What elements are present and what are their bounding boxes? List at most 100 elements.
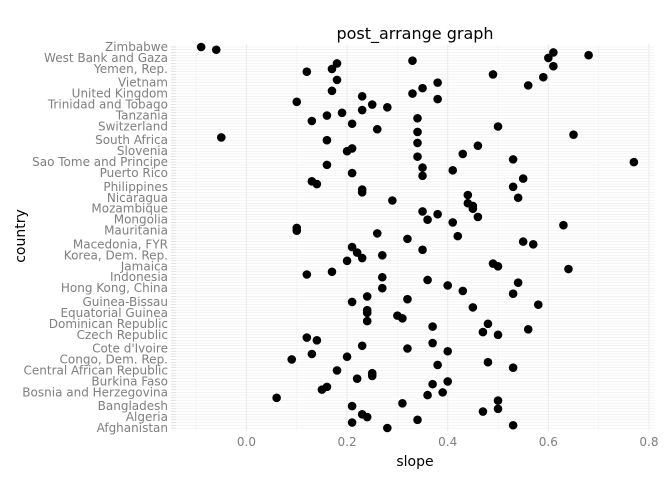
data-point <box>347 297 357 307</box>
x-tick-label: 0.4 <box>438 435 457 449</box>
x-tick-label: 0.2 <box>338 435 357 449</box>
data-point <box>367 368 377 378</box>
data-point <box>508 363 518 372</box>
data-point <box>377 272 387 282</box>
data-point <box>569 130 578 140</box>
data-point <box>302 270 312 279</box>
data-point <box>322 160 332 170</box>
data-point <box>518 174 528 183</box>
data-point <box>539 72 548 82</box>
data-point <box>388 196 397 205</box>
data-point <box>322 135 332 145</box>
data-point <box>287 355 297 364</box>
x-tick-label: 0.6 <box>539 435 558 449</box>
data-point <box>438 388 447 397</box>
data-point <box>352 248 362 257</box>
data-point <box>629 157 639 167</box>
data-point <box>347 144 357 153</box>
data-point <box>559 220 568 230</box>
data-point <box>332 75 342 85</box>
data-point <box>362 292 372 301</box>
data-point <box>342 352 352 362</box>
y-tick-label: Switzerland <box>98 119 168 133</box>
y-tick-label: Bosnia and Herzegovina <box>22 385 168 399</box>
data-point <box>327 267 337 277</box>
data-point <box>483 319 493 329</box>
data-point <box>408 89 417 98</box>
data-point <box>322 382 332 392</box>
y-tick-label: Czech Republic <box>77 328 168 342</box>
data-point <box>413 415 422 425</box>
data-point <box>196 42 206 52</box>
data-point <box>347 418 357 427</box>
data-point <box>428 322 437 331</box>
data-point <box>362 305 372 315</box>
data-point <box>453 231 463 241</box>
data-point <box>403 344 412 353</box>
data-point <box>508 155 518 164</box>
data-point <box>302 333 312 342</box>
data-point <box>423 215 432 224</box>
y-axis-title: country <box>13 209 29 263</box>
y-tick-label: South Africa <box>95 133 168 147</box>
data-point <box>433 360 442 370</box>
data-point <box>357 92 367 101</box>
data-point <box>312 335 322 345</box>
y-tick-label: Mozambique <box>91 202 168 216</box>
data-point <box>307 177 317 186</box>
data-point <box>342 256 352 266</box>
data-point <box>347 119 357 129</box>
data-point <box>347 242 357 252</box>
y-tick-label: Indonesia <box>110 270 168 284</box>
data-point <box>549 48 558 57</box>
data-point <box>478 327 488 337</box>
data-point <box>211 45 221 55</box>
y-tick-label: Sao Tome and Principe <box>32 155 168 169</box>
data-point <box>433 78 442 87</box>
data-point <box>483 357 493 367</box>
data-point <box>347 168 357 178</box>
data-point <box>513 193 523 203</box>
data-point <box>307 116 317 126</box>
data-point <box>367 100 377 109</box>
data-point <box>357 185 367 194</box>
data-point <box>377 251 387 260</box>
y-tick-label: Bangladesh <box>98 399 168 413</box>
data-point <box>292 97 302 107</box>
data-point <box>493 396 503 405</box>
y-tick-label: Burkina Faso <box>91 374 168 388</box>
data-point <box>307 349 317 359</box>
data-point <box>584 50 593 60</box>
data-point <box>383 423 392 433</box>
y-tick-label: Slovenia <box>117 144 168 158</box>
data-point <box>418 83 427 93</box>
data-point <box>403 234 412 244</box>
data-point <box>473 141 483 150</box>
data-point <box>443 281 453 290</box>
data-point <box>518 237 528 246</box>
data-points <box>196 42 639 433</box>
data-point <box>508 182 518 192</box>
data-point <box>332 366 342 375</box>
data-point <box>302 67 312 76</box>
y-tick-label: Jamaica <box>120 259 168 273</box>
y-tick-label: Nicaragua <box>107 191 168 205</box>
y-tick-label: United Kingdom <box>72 87 168 101</box>
data-point <box>408 56 417 66</box>
x-tick-label: 0.0 <box>237 435 256 449</box>
data-point <box>448 218 458 227</box>
data-point <box>357 409 367 419</box>
data-point <box>564 264 573 274</box>
data-point <box>468 303 478 312</box>
y-tick-label: Tanzania <box>115 109 168 123</box>
x-tick-label: 0.8 <box>639 435 658 449</box>
y-tick-label: Philippines <box>103 180 168 194</box>
data-point <box>272 393 281 403</box>
y-tick-label: Trinidad and Tobago <box>47 98 168 112</box>
data-point <box>544 53 553 63</box>
plot-panel <box>176 42 654 433</box>
data-point <box>383 103 392 112</box>
data-point <box>433 209 442 219</box>
